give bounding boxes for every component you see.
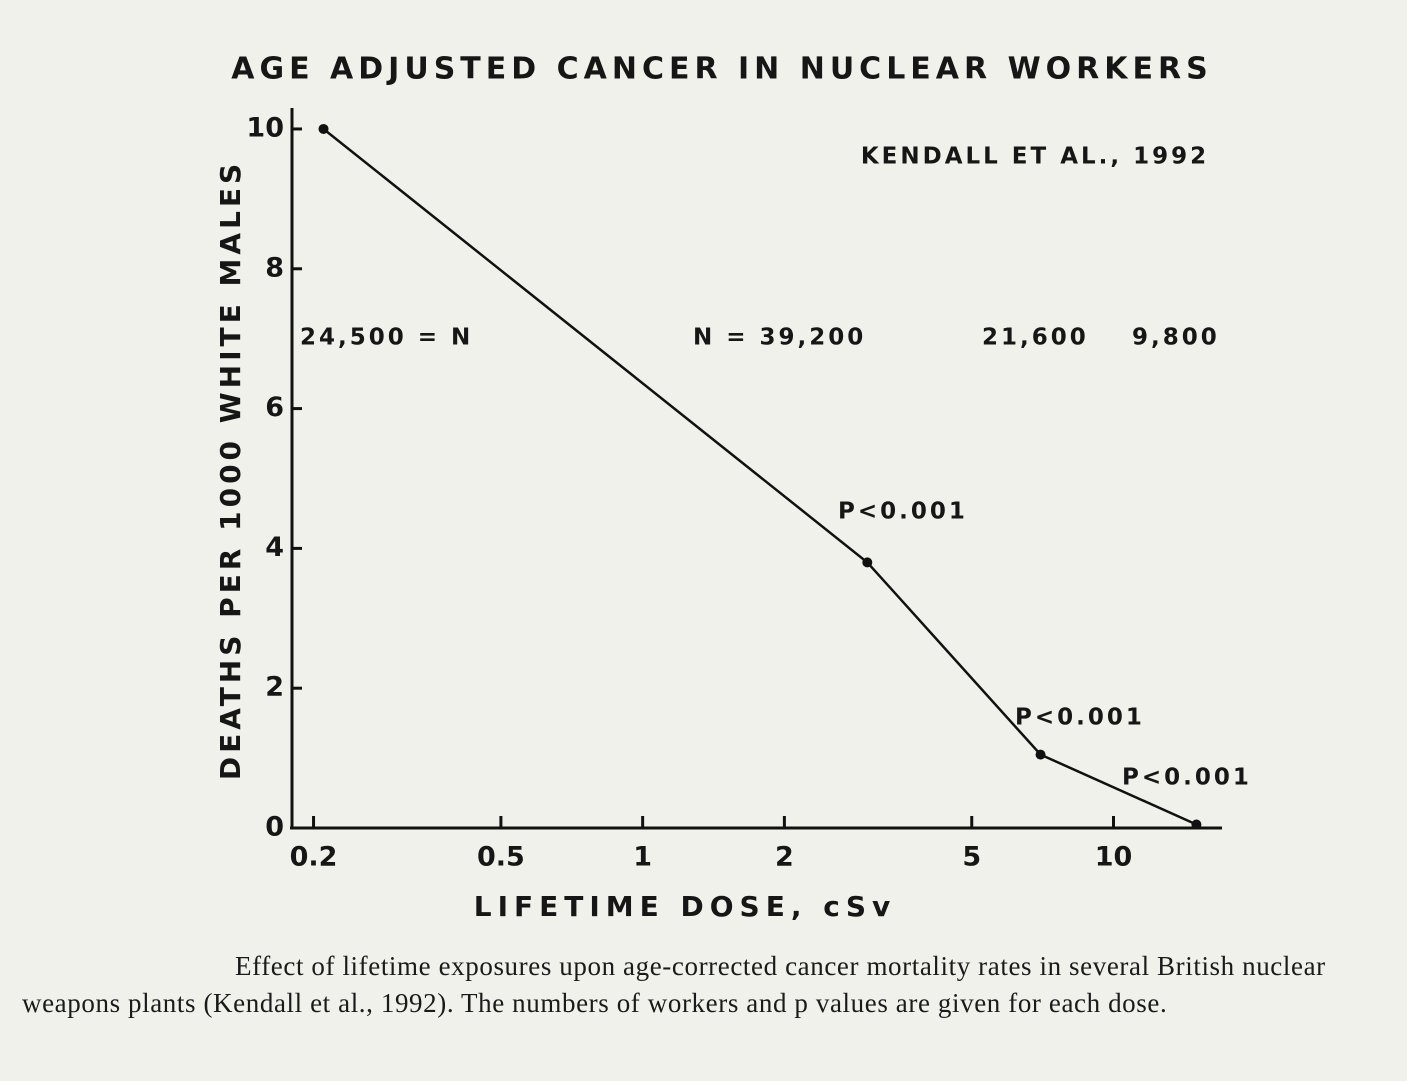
chart: AGE ADJUSTED CANCER IN NUCLEAR WORKERS L… — [214, 52, 1252, 924]
x-tick-label: 5 — [962, 842, 981, 873]
x-tick-label: 0.2 — [290, 842, 338, 873]
y-tick-label: 0 — [265, 812, 284, 843]
y-tick-label: 8 — [265, 252, 284, 283]
y-tick-label: 2 — [265, 672, 284, 703]
caption: Effect of lifetime exposures upon age-co… — [22, 951, 1326, 1018]
y-tick-label: 4 — [265, 532, 284, 563]
x-tick-label: 0.5 — [477, 842, 525, 873]
data-point — [318, 123, 329, 134]
chart-title: AGE ADJUSTED CANCER IN NUCLEAR WORKERS — [231, 52, 1212, 87]
annotation: 21,600 — [982, 325, 1089, 351]
annotation: P<0.001 — [1015, 705, 1145, 731]
x-tick-label: 1 — [633, 842, 652, 873]
annotation: KENDALL ET AL., 1992 — [861, 144, 1209, 170]
x-axis-label: LIFETIME DOSE, cSv — [474, 890, 897, 923]
data-point — [862, 557, 873, 568]
data-point — [1191, 819, 1202, 830]
annotation: 24,500 = N — [300, 325, 473, 351]
annotation: 9,800 — [1132, 325, 1220, 351]
y-axis-label: DEATHS PER 1000 WHITE MALES — [214, 160, 247, 780]
x-tick-label: 10 — [1095, 842, 1133, 873]
y-tick-label: 10 — [246, 112, 284, 143]
annotation: N = 39,200 — [693, 325, 866, 351]
x-tick-label: 2 — [775, 842, 794, 873]
y-tick-label: 6 — [265, 392, 284, 423]
annotation: P<0.001 — [838, 499, 968, 525]
annotation: P<0.001 — [1122, 765, 1252, 791]
data-point — [1035, 749, 1046, 760]
data-line — [322, 127, 1197, 826]
